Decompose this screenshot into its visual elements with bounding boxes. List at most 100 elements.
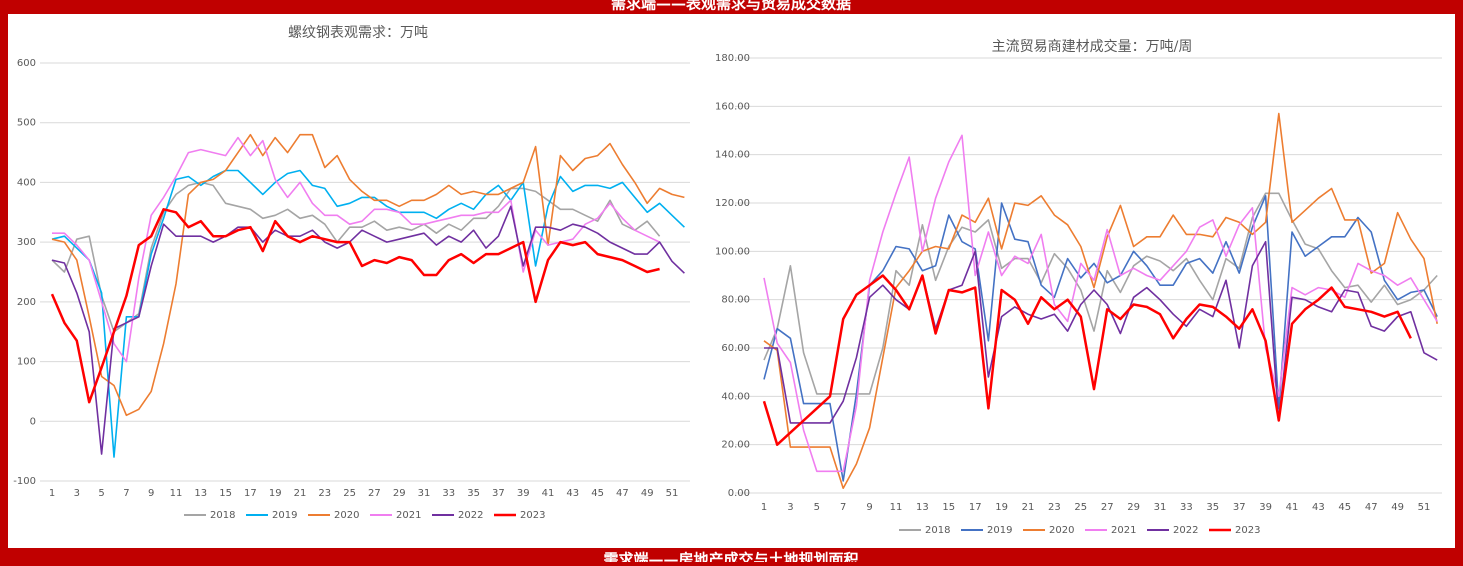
x-tick-label: 21 bbox=[294, 488, 307, 499]
x-tick-label: 13 bbox=[194, 488, 207, 499]
y-tick-label: 140.00 bbox=[715, 150, 750, 161]
y-tick-label: 400 bbox=[17, 177, 36, 188]
legend-label: 2019 bbox=[987, 525, 1012, 536]
x-tick-label: 35 bbox=[1206, 502, 1219, 513]
x-tick-label: 25 bbox=[1074, 502, 1087, 513]
y-tick-label: 80.00 bbox=[721, 295, 750, 306]
x-tick-label: 17 bbox=[244, 488, 257, 499]
data-line bbox=[763, 195, 1438, 482]
x-tick-label: 15 bbox=[942, 502, 955, 513]
y-tick-label: 160.00 bbox=[715, 101, 750, 112]
y-tick-label: 180.00 bbox=[715, 53, 750, 64]
x-tick-label: 29 bbox=[1127, 502, 1140, 513]
x-tick-label: 13 bbox=[916, 502, 929, 513]
x-tick-label: 41 bbox=[542, 488, 555, 499]
y-tick-label: 0 bbox=[30, 416, 36, 427]
x-tick-label: 27 bbox=[1101, 502, 1114, 513]
x-tick-label: 19 bbox=[269, 488, 282, 499]
x-tick-label: 45 bbox=[1338, 502, 1351, 513]
x-tick-label: 17 bbox=[969, 502, 982, 513]
x-tick-label: 23 bbox=[1048, 502, 1061, 513]
x-tick-label: 43 bbox=[566, 488, 579, 499]
x-tick-label: 23 bbox=[318, 488, 331, 499]
x-tick-label: 33 bbox=[1180, 502, 1193, 513]
y-tick-label: 60.00 bbox=[721, 343, 750, 354]
x-tick-label: 31 bbox=[1154, 502, 1167, 513]
x-tick-label: 49 bbox=[641, 488, 654, 499]
x-tick-label: 47 bbox=[1365, 502, 1378, 513]
legend-label: 2021 bbox=[1111, 525, 1136, 536]
x-tick-label: 5 bbox=[814, 502, 820, 513]
x-tick-label: 41 bbox=[1286, 502, 1299, 513]
x-tick-label: 39 bbox=[517, 488, 530, 499]
data-line bbox=[50, 208, 660, 404]
header-title: 需求端——表观需求与贸易成交数据 bbox=[611, 0, 851, 13]
y-tick-label: 120.00 bbox=[715, 198, 750, 209]
data-line bbox=[51, 181, 661, 333]
y-tick-label: 300 bbox=[17, 237, 36, 248]
x-tick-label: 1 bbox=[761, 502, 767, 513]
x-tick-label: 45 bbox=[591, 488, 604, 499]
x-tick-label: 43 bbox=[1312, 502, 1325, 513]
legend-label: 2023 bbox=[520, 510, 545, 521]
data-line bbox=[763, 192, 1438, 395]
x-tick-label: 9 bbox=[148, 488, 154, 499]
x-tick-label: 47 bbox=[616, 488, 629, 499]
legend-label: 2022 bbox=[458, 510, 483, 521]
data-line bbox=[764, 240, 1438, 424]
data-line bbox=[763, 134, 1438, 473]
legend-label: 2018 bbox=[210, 510, 235, 521]
x-tick-label: 33 bbox=[442, 488, 455, 499]
legend-label: 2019 bbox=[272, 510, 297, 521]
data-line bbox=[762, 274, 1412, 446]
x-tick-label: 9 bbox=[866, 502, 872, 513]
legend-label: 2023 bbox=[1235, 525, 1260, 536]
y-tick-label: 100.00 bbox=[715, 246, 750, 257]
data-line bbox=[51, 205, 685, 455]
y-tick-label: 200 bbox=[17, 297, 36, 308]
data-line bbox=[51, 169, 685, 458]
legend-label: 2018 bbox=[925, 525, 950, 536]
data-line bbox=[51, 133, 685, 417]
x-tick-label: 3 bbox=[787, 502, 793, 513]
x-tick-label: 15 bbox=[219, 488, 232, 499]
x-tick-label: 19 bbox=[995, 502, 1008, 513]
data-line bbox=[52, 136, 660, 363]
x-tick-label: 37 bbox=[492, 488, 505, 499]
y-tick-label: 600 bbox=[17, 58, 36, 69]
chart-title: 主流贸易商建材成交量：万吨/周 bbox=[992, 38, 1193, 55]
x-tick-label: 11 bbox=[170, 488, 183, 499]
legend-label: 2022 bbox=[1173, 525, 1198, 536]
x-tick-label: 29 bbox=[393, 488, 406, 499]
x-tick-label: 1 bbox=[49, 488, 55, 499]
legend-label: 2020 bbox=[334, 510, 359, 521]
x-tick-label: 21 bbox=[1022, 502, 1035, 513]
chart-title: 螺纹钢表观需求：万吨 bbox=[288, 25, 428, 41]
panel bbox=[8, 14, 1455, 548]
y-tick-label: 20.00 bbox=[721, 440, 750, 451]
x-tick-label: 49 bbox=[1391, 502, 1404, 513]
x-tick-label: 31 bbox=[418, 488, 431, 499]
y-tick-label: 0.00 bbox=[728, 488, 750, 499]
x-tick-label: 5 bbox=[98, 488, 104, 499]
x-tick-label: 37 bbox=[1233, 502, 1246, 513]
x-tick-label: 7 bbox=[123, 488, 129, 499]
y-tick-label: 100 bbox=[17, 357, 36, 368]
x-tick-label: 11 bbox=[890, 502, 903, 513]
data-line bbox=[763, 112, 1438, 489]
x-tick-label: 39 bbox=[1259, 502, 1272, 513]
footer-title: 需求端——房地产成交与土地规划面积 bbox=[603, 551, 858, 563]
y-tick-label: -100 bbox=[13, 476, 36, 487]
x-tick-label: 51 bbox=[666, 488, 679, 499]
legend-label: 2021 bbox=[396, 510, 421, 521]
legend-label: 2020 bbox=[1049, 525, 1074, 536]
x-tick-label: 27 bbox=[368, 488, 381, 499]
x-tick-label: 3 bbox=[74, 488, 80, 499]
x-tick-label: 25 bbox=[343, 488, 356, 499]
y-tick-label: 40.00 bbox=[721, 391, 750, 402]
x-tick-label: 51 bbox=[1418, 502, 1431, 513]
x-tick-label: 7 bbox=[840, 502, 846, 513]
y-tick-label: 500 bbox=[17, 118, 36, 129]
